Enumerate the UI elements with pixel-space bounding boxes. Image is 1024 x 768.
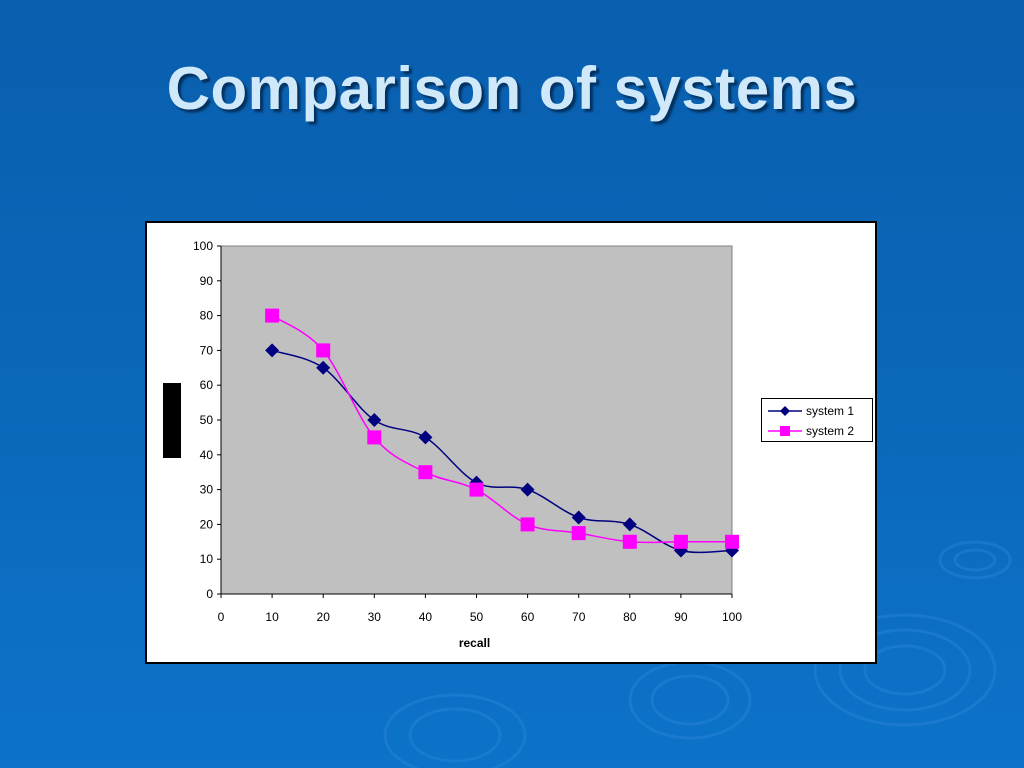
legend-item-system-1: system 1 bbox=[766, 403, 872, 419]
series-2-line bbox=[271, 314, 733, 544]
y-tick-label: 60 bbox=[200, 378, 214, 392]
diamond-marker-icon bbox=[768, 406, 802, 416]
y-tick-label: 20 bbox=[200, 517, 214, 531]
line-chart: 0 10 20 30 40 50 60 70 80 90 100 0 10 20 30 40 50 60 70 80 9… bbox=[193, 239, 742, 650]
y-tick-label: 30 bbox=[200, 483, 214, 497]
y-tick-label: 0 bbox=[206, 587, 213, 601]
x-tick-label: 40 bbox=[419, 610, 433, 624]
x-tick-label: 70 bbox=[572, 610, 586, 624]
series-1-point bbox=[520, 482, 535, 497]
y-tick-label: 70 bbox=[200, 343, 214, 357]
x-tick-label: 0 bbox=[218, 610, 225, 624]
y-tick-label: 50 bbox=[200, 413, 214, 427]
series-1-point bbox=[265, 343, 280, 358]
series-1-point bbox=[571, 510, 586, 525]
x-tick-label: 60 bbox=[521, 610, 535, 624]
y-tick-label: 40 bbox=[200, 448, 214, 462]
series-2-point bbox=[725, 534, 739, 549]
series-2-point bbox=[316, 343, 331, 358]
x-tick-label: 30 bbox=[368, 610, 382, 624]
slide-title: Comparison of systems bbox=[166, 55, 858, 122]
y-tick-label: 100 bbox=[193, 239, 213, 253]
x-tick-label: 90 bbox=[674, 610, 688, 624]
square-marker-icon bbox=[768, 426, 802, 436]
y-tick-label: 80 bbox=[200, 309, 214, 323]
chart-legend: system 1 system 2 bbox=[761, 398, 873, 442]
series-2-point bbox=[520, 517, 535, 532]
series-2-point bbox=[367, 430, 382, 445]
x-tick-label: 10 bbox=[265, 610, 279, 624]
legend-label: system 1 bbox=[806, 404, 855, 418]
series-1-point bbox=[316, 360, 331, 375]
legend-label: system 2 bbox=[806, 424, 855, 438]
x-tick-label: 100 bbox=[722, 610, 742, 624]
series-2-point bbox=[571, 526, 586, 541]
x-tick-label: 20 bbox=[317, 610, 331, 624]
series-2-point bbox=[469, 482, 484, 497]
series-2-point bbox=[622, 534, 637, 549]
series-1-point bbox=[622, 517, 637, 532]
x-axis-label: recall bbox=[459, 636, 490, 650]
series-2-point bbox=[265, 308, 280, 323]
series-2-point bbox=[673, 534, 688, 549]
chart-container: 0 10 20 30 40 50 60 70 80 90 100 0 10 20 30 40 50 60 70 80 9… bbox=[145, 221, 877, 664]
y-tick-label: 90 bbox=[200, 274, 214, 288]
y-axis-label-box bbox=[163, 383, 181, 458]
series-1-point bbox=[367, 413, 382, 427]
x-tick-label: 80 bbox=[623, 610, 637, 624]
legend-item-system-2: system 2 bbox=[766, 423, 872, 439]
x-tick-label: 50 bbox=[470, 610, 484, 624]
series-1-point bbox=[418, 430, 433, 445]
plot-area bbox=[220, 245, 733, 595]
series-2-point bbox=[418, 465, 433, 480]
y-tick-label: 10 bbox=[200, 552, 214, 566]
